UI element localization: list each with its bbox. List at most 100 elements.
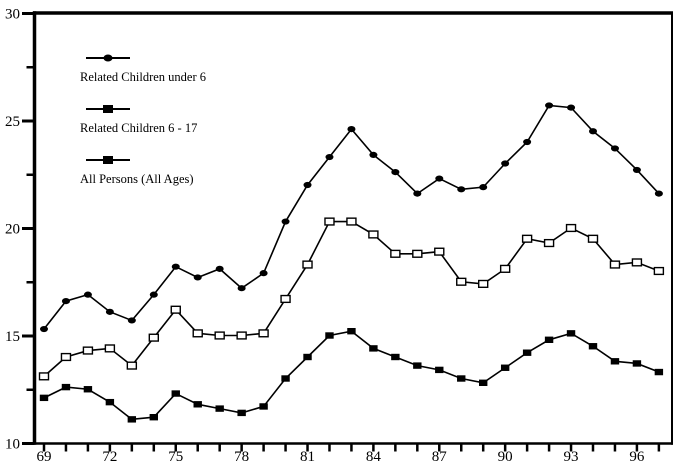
series-related-children-6-17 (38, 217, 665, 381)
series-line (43, 330, 660, 421)
open-square-marker (170, 305, 181, 314)
open-square-marker (434, 247, 445, 256)
filled-square-glyph (103, 105, 113, 113)
open-square-marker (104, 344, 116, 353)
filled-square-legend-marker (86, 105, 130, 113)
open-square-marker (258, 329, 269, 338)
filled-square-marker (369, 345, 378, 352)
open-square-marker (478, 279, 489, 289)
filled-square-marker (654, 368, 664, 376)
filled-circle-marker (610, 145, 619, 152)
filled-square-marker (105, 398, 115, 406)
filled-circle-marker (237, 285, 246, 292)
filled-circle-legend-marker (86, 54, 130, 62)
filled-square-marker (544, 336, 554, 343)
filled-circle-marker (654, 190, 663, 197)
open-square-marker (368, 230, 379, 239)
y-tick-label: 25 (5, 114, 20, 130)
filled-circle-marker (281, 218, 290, 225)
open-square-marker (346, 217, 357, 226)
x-tick-label: 75 (168, 449, 183, 465)
filled-square-marker (588, 343, 598, 350)
filled-circle-marker (479, 184, 488, 191)
filled-square-marker (391, 353, 400, 361)
filled-circle-marker (435, 175, 444, 182)
legend-item-related-children-6-17: Related Children 6 - 17 (80, 101, 197, 136)
filled-square-glyph (103, 156, 113, 164)
legend-item-related-children-under-6: Related Children under 6 (80, 50, 206, 85)
y-tick-label: 10 (5, 437, 20, 453)
filled-square-marker (171, 390, 180, 397)
filled-circle-marker (391, 169, 400, 176)
filled-square-marker (413, 362, 422, 369)
open-square-marker (214, 331, 225, 340)
open-square-marker (609, 260, 621, 269)
open-square-marker (126, 361, 138, 370)
x-tick-label: 90 (498, 449, 513, 465)
open-square-marker (412, 249, 423, 258)
x-tick-label: 78 (234, 449, 249, 465)
filled-square-marker (237, 409, 246, 417)
filled-circle-marker (61, 298, 70, 305)
filled-square-marker (83, 386, 93, 393)
filled-square-marker (610, 358, 620, 365)
filled-square-marker (215, 405, 224, 412)
open-square-marker (302, 260, 313, 269)
open-square-marker (565, 223, 577, 233)
filled-circle-marker (632, 166, 641, 174)
filled-circle-marker (149, 291, 158, 298)
filled-circle-marker (457, 186, 466, 193)
filled-square-marker (566, 330, 576, 337)
filled-square-marker (632, 360, 642, 367)
plot-frame (32, 11, 673, 445)
filled-circle-marker (413, 190, 422, 197)
filled-circle-marker (567, 104, 576, 111)
open-square-marker (192, 329, 203, 338)
series-all-persons-all-ages (39, 328, 664, 423)
filled-circle-marker (83, 291, 92, 298)
filled-square-marker (500, 364, 510, 371)
open-square-marker (543, 238, 555, 248)
filled-square-marker (39, 394, 49, 402)
filled-circle-glyph (103, 54, 113, 62)
x-tick-label: 84 (366, 449, 382, 465)
open-square-marker (587, 234, 599, 243)
y-tick-label: 20 (5, 222, 20, 238)
filled-square-legend-marker (86, 156, 130, 164)
filled-square-marker (435, 366, 444, 374)
open-square-marker (653, 266, 665, 276)
filled-circle-marker (545, 102, 554, 109)
open-square-marker (521, 234, 533, 243)
filled-circle-marker (523, 138, 532, 146)
filled-circle-marker (325, 153, 334, 161)
y-tick-label: 30 (5, 7, 20, 23)
x-tick-label: 81 (300, 449, 315, 465)
x-tick-label: 87 (432, 449, 448, 465)
x-axis-ticks: 69 72 75 78 81 84 87 90 93 96 (37, 444, 661, 465)
x-tick-label: 93 (564, 449, 579, 465)
filled-square-marker (479, 379, 488, 386)
open-square-marker (390, 249, 401, 258)
legend-label: All Persons (All Ages) (80, 172, 194, 186)
filled-square-marker (127, 416, 137, 423)
open-square-marker (631, 258, 643, 267)
open-square-marker (456, 277, 467, 286)
y-axis-ticks: 10 15 20 25 30 (5, 7, 35, 453)
filled-circle-marker (127, 317, 136, 324)
filled-square-marker (325, 332, 334, 339)
filled-square-marker (149, 414, 158, 421)
filled-circle-marker (589, 128, 597, 135)
x-tick-label: 72 (102, 449, 117, 465)
filled-circle-marker (259, 270, 268, 277)
open-square-marker (82, 346, 94, 355)
filled-circle-marker (193, 274, 202, 281)
filled-circle-marker (171, 263, 180, 270)
legend-label: Related Children 6 - 17 (80, 121, 198, 135)
open-square-marker (60, 352, 72, 362)
series-line (43, 104, 660, 330)
filled-square-marker (259, 403, 268, 410)
filled-square-marker (347, 328, 356, 335)
open-square-marker (38, 372, 50, 381)
open-square-marker (148, 333, 160, 342)
